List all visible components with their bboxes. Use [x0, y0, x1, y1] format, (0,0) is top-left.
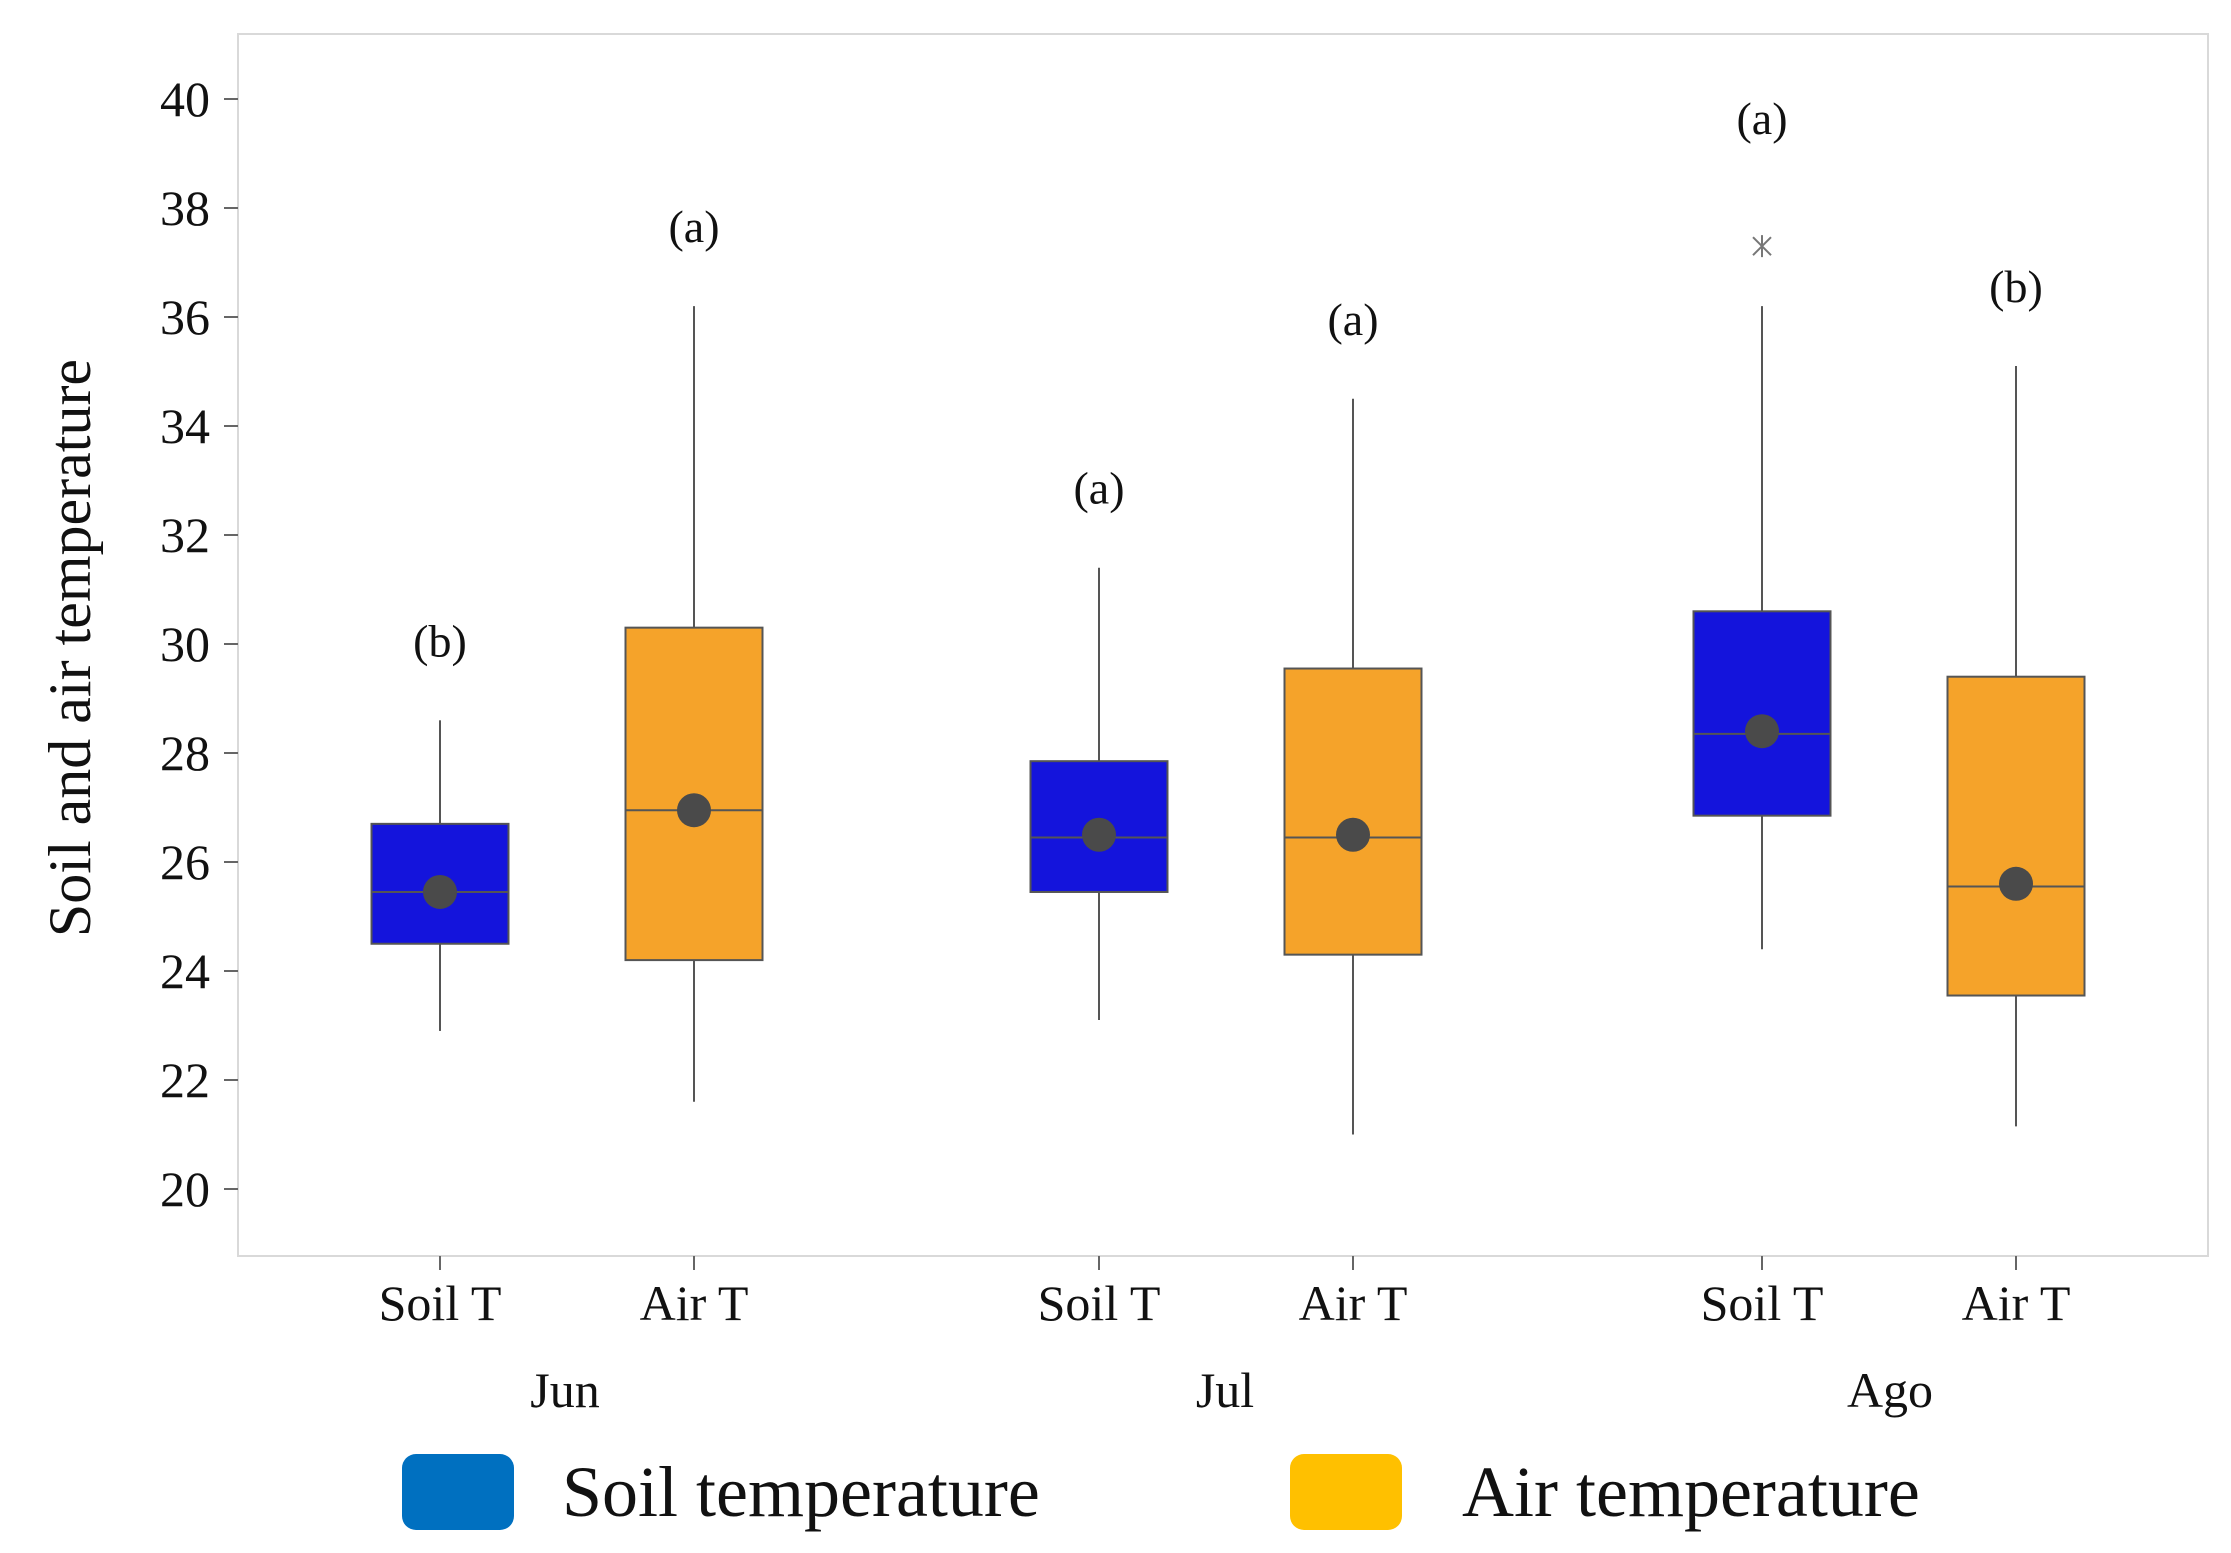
box-jul-soil: (a): [1029, 463, 1169, 1021]
y-tick-label-40: 40: [160, 71, 210, 127]
plot-frame: [237, 33, 2209, 1257]
box-ago-air: (b): [1946, 261, 2086, 1127]
box-iqr: [1692, 610, 1832, 817]
box-series: (b) (a) (a) (a) (a) (b): [370, 93, 2086, 1135]
legend-swatch: [402, 1454, 514, 1530]
mean-marker: [1082, 817, 1116, 852]
x-tick-label: Soil T: [379, 1275, 502, 1331]
mean-marker: [1336, 817, 1370, 852]
significance-label: (b): [1989, 261, 2043, 312]
legend-item-1: Air temperature: [1290, 1452, 1920, 1532]
legend: Soil temperature Air temperature: [402, 1452, 1920, 1532]
box-jun-air: (a): [624, 201, 764, 1102]
x-group-label-jul: Jul: [1196, 1362, 1254, 1418]
x-tick-label: Air T: [640, 1275, 749, 1331]
y-tick-label-22: 22: [160, 1052, 210, 1108]
box-ago-soil: (a): [1692, 93, 1832, 950]
significance-label: (b): [413, 615, 467, 666]
y-axis: 20 22 24 26 28 30 32 34 36 38 40: [160, 71, 238, 1217]
x-tick-label: Soil T: [1038, 1275, 1161, 1331]
outlier-marker: [1752, 235, 1772, 258]
legend-label: Air temperature: [1462, 1452, 1920, 1532]
legend-item-0: Soil temperature: [402, 1452, 1040, 1532]
mean-marker: [1745, 714, 1779, 749]
y-tick-label-24: 24: [160, 943, 210, 999]
x-axis: Soil T Air T Soil T Air T Soil T Air T Jun Jul A…: [379, 1256, 2071, 1418]
significance-label: (a): [668, 201, 719, 252]
y-tick-label-26: 26: [160, 834, 210, 890]
y-tick-label-30: 30: [160, 616, 210, 672]
legend-swatch: [1290, 1454, 1402, 1530]
box-iqr: [1946, 675, 2086, 997]
box-jun-soil: (b): [370, 615, 510, 1031]
y-tick-label-34: 34: [160, 398, 210, 454]
y-tick-label-20: 20: [160, 1161, 210, 1217]
y-tick-label-36: 36: [160, 289, 210, 345]
x-group-label-ago: Ago: [1847, 1362, 1933, 1418]
significance-label: (a): [1073, 463, 1124, 514]
box-jul-air: (a): [1283, 294, 1423, 1135]
y-tick-label-28: 28: [160, 725, 210, 781]
x-tick-label: Air T: [1962, 1275, 2071, 1331]
x-tick-label: Air T: [1299, 1275, 1408, 1331]
y-axis-title: Soil and air temperature: [37, 359, 103, 937]
mean-marker: [677, 793, 711, 828]
mean-marker: [423, 874, 457, 909]
mean-marker: [1999, 866, 2033, 901]
x-group-label-jun: Jun: [530, 1362, 599, 1418]
legend-label: Soil temperature: [562, 1452, 1040, 1532]
y-tick-label-32: 32: [160, 507, 210, 563]
x-tick-label: Soil T: [1701, 1275, 1824, 1331]
box-iqr: [1283, 667, 1423, 956]
y-tick-label-38: 38: [160, 180, 210, 236]
significance-label: (a): [1327, 294, 1378, 345]
significance-label: (a): [1736, 93, 1787, 144]
